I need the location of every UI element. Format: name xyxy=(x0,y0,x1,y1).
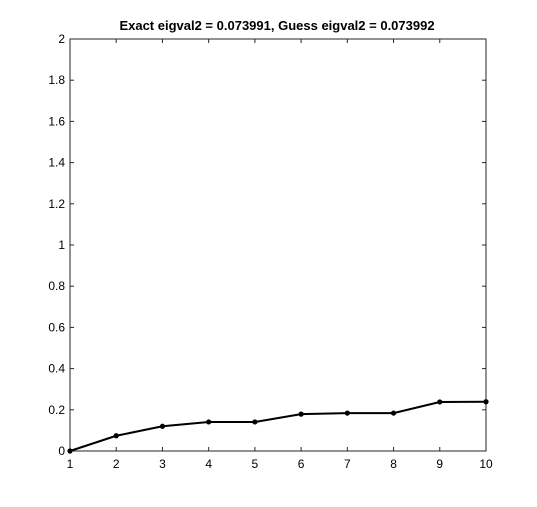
chart-title: Exact eigval2 = 0.073991, Guess eigval2 … xyxy=(119,18,434,33)
series-line xyxy=(69,400,487,452)
x-tick-label: 6 xyxy=(298,457,305,471)
data-point xyxy=(298,411,304,417)
x-tick-label: 2 xyxy=(113,457,120,471)
y-tick-label: 0.4 xyxy=(48,362,65,376)
y-tick-label: 1 xyxy=(58,238,65,252)
x-tick-label: 10 xyxy=(479,457,493,471)
data-point xyxy=(67,448,73,454)
axes-box xyxy=(69,38,487,452)
x-tick-label: 8 xyxy=(390,457,397,471)
x-tick-label: 9 xyxy=(436,457,443,471)
data-point xyxy=(252,419,258,425)
data-point xyxy=(344,410,350,416)
y-tick-label: 1.6 xyxy=(48,114,65,128)
data-point xyxy=(113,433,119,439)
data-point xyxy=(437,399,443,405)
data-point xyxy=(390,410,397,416)
x-tick-label: 5 xyxy=(252,457,259,471)
x-tick-label: 4 xyxy=(205,457,212,471)
y-tick-label: 1.2 xyxy=(48,197,65,211)
plot-area: 0 0.2 0.4 0.6 0.8 1 1.2 1.4 1.6 1.8 2 1 2 3 4 5 6 7 8 9 10 xyxy=(48,32,493,471)
y-tick-label: 1.8 xyxy=(48,73,65,87)
x-tick-label: 7 xyxy=(344,457,351,471)
data-point xyxy=(483,399,489,405)
y-tick-label: 0.8 xyxy=(48,279,65,293)
y-tick-label: 1.4 xyxy=(48,156,65,170)
y-tick-label: 0.2 xyxy=(48,403,65,417)
y-tick-label: 0 xyxy=(58,444,65,458)
x-tick-label: 3 xyxy=(159,457,166,471)
y-tick-label: 2 xyxy=(58,32,65,46)
y-tick-label: 0.6 xyxy=(48,320,65,334)
data-point xyxy=(206,419,212,425)
data-point xyxy=(159,423,166,429)
x-tick-label: 1 xyxy=(67,457,74,471)
